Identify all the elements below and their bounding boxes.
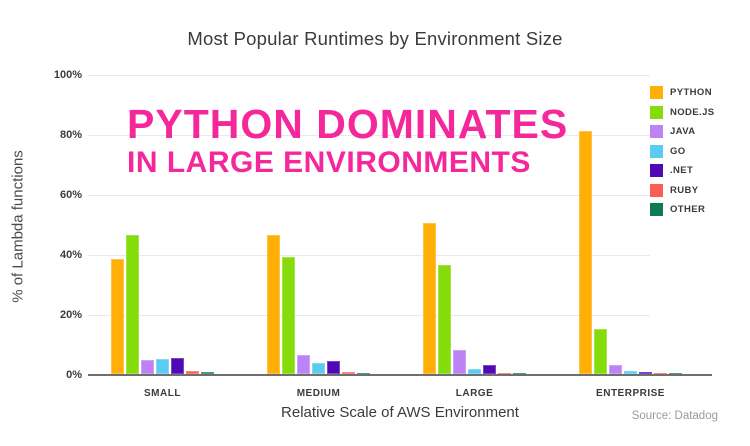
y-tick-60: 60% bbox=[59, 189, 82, 201]
gridline-80 bbox=[88, 135, 650, 136]
legend-item-ruby: RUBY bbox=[650, 183, 715, 197]
legend-swatch-go bbox=[650, 144, 663, 158]
gridline-20 bbox=[88, 315, 650, 316]
legend-swatch-other bbox=[650, 203, 663, 216]
bar-net-medium bbox=[327, 361, 340, 374]
bar-python-medium bbox=[267, 235, 280, 374]
gridline-60 bbox=[88, 195, 650, 196]
bar-python-small bbox=[111, 258, 124, 374]
bar-group-small bbox=[111, 234, 214, 374]
bar-group-enterprise bbox=[579, 131, 682, 374]
source-attribution: Source: Datadog bbox=[631, 410, 718, 422]
bar-go-large bbox=[468, 368, 481, 374]
legend-swatch-ruby bbox=[650, 183, 663, 197]
bar-go-small bbox=[156, 359, 169, 374]
chart-title: Most Popular Runtimes by Environment Siz… bbox=[187, 28, 563, 49]
bar-go-enterprise bbox=[624, 371, 637, 374]
legend-label-node-js: NODE.JS bbox=[670, 106, 715, 118]
legend-label-net: .NET bbox=[670, 165, 694, 176]
legend-label-python: PYTHON bbox=[670, 87, 712, 98]
legend-label-other: OTHER bbox=[670, 204, 706, 215]
legend-item-python: PYTHON bbox=[650, 86, 715, 99]
bar-ruby-enterprise bbox=[654, 372, 667, 374]
x-category-medium: MEDIUM bbox=[296, 388, 341, 399]
legend-item-other: OTHER bbox=[650, 203, 715, 216]
bar-java-enterprise bbox=[609, 365, 622, 374]
gridline-100 bbox=[88, 75, 650, 76]
legend-swatch-java bbox=[650, 125, 663, 138]
x-axis-title: Relative Scale of AWS Environment bbox=[281, 404, 519, 421]
bar-group-medium bbox=[267, 235, 370, 374]
y-tick-20: 20% bbox=[59, 309, 82, 321]
bar-python-large bbox=[423, 223, 436, 374]
gridline-40 bbox=[88, 255, 650, 256]
bar-net-enterprise bbox=[639, 372, 652, 374]
bar-java-medium bbox=[297, 354, 310, 374]
x-axis-line bbox=[88, 374, 712, 376]
bar-node-js-large bbox=[438, 264, 451, 374]
bar-net-small bbox=[171, 358, 184, 374]
legend: PYTHON NODE.JS JAVA GO .NET RUBY OTHER bbox=[650, 86, 715, 223]
bar-other-small bbox=[201, 371, 214, 374]
legend-swatch-net bbox=[650, 164, 663, 177]
x-category-small: SMALL bbox=[144, 388, 181, 399]
bar-go-medium bbox=[312, 362, 325, 374]
bar-node-js-medium bbox=[282, 257, 295, 374]
x-category-large: LARGE bbox=[455, 388, 494, 399]
plot-area bbox=[88, 75, 712, 375]
legend-item-java: JAVA bbox=[650, 125, 715, 138]
y-tick-100: 100% bbox=[53, 69, 82, 81]
legend-swatch-node-js bbox=[650, 105, 663, 119]
y-tick-40: 40% bbox=[59, 249, 82, 261]
bar-java-small bbox=[141, 359, 154, 374]
legend-item-net: .NET bbox=[650, 164, 715, 177]
bar-python-enterprise bbox=[579, 131, 592, 374]
bar-node-js-small bbox=[126, 234, 139, 374]
bar-net-large bbox=[483, 364, 496, 374]
legend-label-go: GO bbox=[670, 145, 686, 157]
bar-ruby-medium bbox=[342, 371, 355, 374]
bar-node-js-enterprise bbox=[594, 329, 607, 374]
y-tick-0: 0% bbox=[66, 369, 82, 381]
bar-group-large bbox=[423, 223, 526, 374]
legend-label-java: JAVA bbox=[670, 126, 696, 137]
bar-ruby-small bbox=[186, 371, 199, 374]
legend-swatch-python bbox=[650, 86, 663, 99]
bar-other-large bbox=[513, 372, 526, 374]
legend-label-ruby: RUBY bbox=[670, 184, 699, 196]
legend-item-node-js: NODE.JS bbox=[650, 105, 715, 119]
bar-other-medium bbox=[357, 372, 370, 374]
x-category-enterprise: ENTERPRISE bbox=[596, 388, 665, 399]
bar-ruby-large bbox=[498, 372, 511, 374]
bar-java-large bbox=[453, 350, 466, 374]
legend-item-go: GO bbox=[650, 144, 715, 158]
bar-other-enterprise bbox=[669, 372, 682, 374]
y-tick-80: 80% bbox=[59, 129, 82, 141]
